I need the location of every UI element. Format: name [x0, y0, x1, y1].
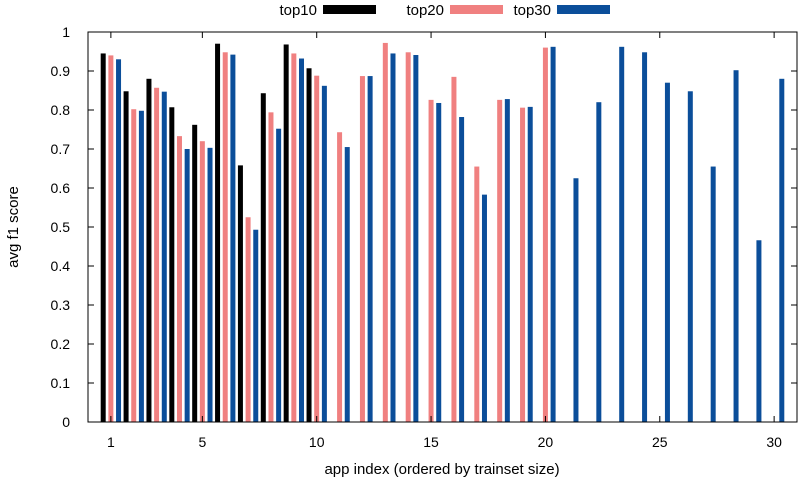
y-tick-label: 0.6 [51, 180, 71, 196]
y-tick-label: 0.2 [51, 336, 71, 352]
bar-top20-app-9 [291, 53, 297, 422]
bar-top20-app-5 [199, 141, 205, 422]
bar-top30-app-17 [481, 194, 487, 422]
bar-top10-app-8 [260, 93, 266, 422]
bar-top20-app-3 [154, 87, 160, 423]
legend-label-top10: top10 [279, 2, 317, 19]
x-tick-label: 1 [107, 434, 115, 450]
bar-top30-app-13 [390, 53, 396, 422]
y-tick-label: 0.1 [51, 375, 71, 391]
y-tick-label: 0.5 [51, 219, 71, 235]
bar-top30-app-7 [253, 229, 259, 422]
y-axis: 0 0.1 0.2 0.3 0.4 0.5 0.6 0.7 0.8 0.9 1 [51, 24, 797, 430]
bar-top20-app-12 [359, 76, 365, 422]
bar-top20-app-15 [428, 99, 434, 423]
bar-top20-app-17 [474, 166, 480, 422]
legend-label-top30: top30 [513, 2, 551, 19]
x-tick-label: 15 [423, 434, 439, 450]
bar-top10-app-1 [100, 53, 106, 422]
bar-top10-app-7 [237, 165, 243, 422]
bar-top30-app-2 [138, 110, 144, 422]
y-tick-label: 0.9 [51, 63, 71, 79]
bar-top30-app-14 [413, 55, 419, 422]
x-tick-label: 10 [309, 434, 325, 450]
bar-top30-app-10 [321, 85, 327, 422]
bar-top30-app-22 [596, 102, 602, 422]
bar-top10-app-5 [192, 124, 198, 422]
bar-top30-app-5 [207, 147, 213, 422]
bar-top20-app-19 [520, 107, 526, 422]
x-tick-label: 20 [538, 434, 554, 450]
bar-top30-app-26 [687, 91, 693, 422]
bar-top30-app-24 [642, 52, 648, 422]
y-tick-label: 0.4 [51, 258, 71, 274]
bar-top30-app-30 [779, 78, 785, 423]
legend-swatch-top10 [323, 5, 376, 14]
bar-top20-app-2 [131, 109, 137, 422]
bar-top30-app-11 [344, 147, 350, 423]
bar-top10-app-4 [169, 107, 175, 423]
bar-top20-app-16 [451, 76, 457, 422]
bar-top30-app-9 [299, 58, 305, 423]
bar-top20-app-13 [382, 42, 388, 423]
y-tick-label: 0.7 [51, 141, 71, 157]
bar-top10-app-3 [146, 78, 152, 423]
x-tick-label: 25 [652, 434, 668, 450]
x-tick-label: 5 [198, 434, 206, 450]
y-tick-label: 1 [62, 24, 70, 40]
bar-top30-app-18 [504, 99, 510, 422]
bar-top10-app-6 [215, 43, 221, 422]
bar-top10-app-10 [306, 68, 312, 423]
bar-top20-app-11 [337, 132, 343, 423]
bar-top20-app-6 [222, 52, 228, 422]
bar-top30-app-12 [367, 76, 373, 422]
legend-swatch-top30 [557, 5, 610, 14]
bar-top30-app-1 [116, 59, 122, 423]
y-tick-label: 0.8 [51, 102, 71, 118]
bar-top30-app-23 [619, 46, 625, 422]
legend: top10 top20 top30 [279, 2, 610, 19]
x-tick-label: 30 [766, 434, 782, 450]
bar-top20-app-7 [245, 217, 251, 422]
legend-label-top20: top20 [406, 2, 444, 19]
bar-top30-app-19 [527, 106, 533, 422]
bar-top30-app-8 [276, 128, 282, 422]
x-axis: 1 5 10 15 20 25 30 [107, 32, 782, 450]
y-tick-label: 0.3 [51, 297, 71, 313]
bar-top30-app-21 [573, 178, 579, 422]
legend-swatch-top20 [450, 5, 503, 14]
bar-top30-app-16 [459, 117, 465, 423]
bar-top20-app-1 [108, 55, 114, 423]
bar-top30-app-29 [756, 240, 762, 422]
bar-top20-app-14 [405, 52, 411, 422]
y-axis-title: avg f1 score [5, 186, 22, 268]
bar-top20-app-10 [314, 75, 320, 423]
bar-top30-app-15 [436, 102, 442, 422]
bar-top10-app-2 [123, 91, 129, 422]
bar-top20-app-4 [176, 136, 182, 422]
bar-top30-app-6 [230, 54, 236, 423]
bar-top30-app-25 [664, 82, 670, 422]
bar-top30-app-27 [710, 166, 716, 422]
y-tick-label: 0 [62, 414, 70, 430]
bar-top20-app-18 [497, 99, 503, 423]
bar-top30-app-28 [733, 70, 739, 422]
bars [100, 42, 785, 423]
bar-top20-app-8 [268, 112, 274, 422]
bar-top20-app-20 [542, 47, 548, 422]
bar-top30-app-20 [550, 46, 556, 422]
bar-top30-app-4 [184, 149, 190, 422]
bar-top10-app-9 [283, 44, 289, 422]
bar-top30-app-3 [161, 91, 167, 423]
x-axis-title: app index (ordered by trainset size) [324, 461, 559, 478]
